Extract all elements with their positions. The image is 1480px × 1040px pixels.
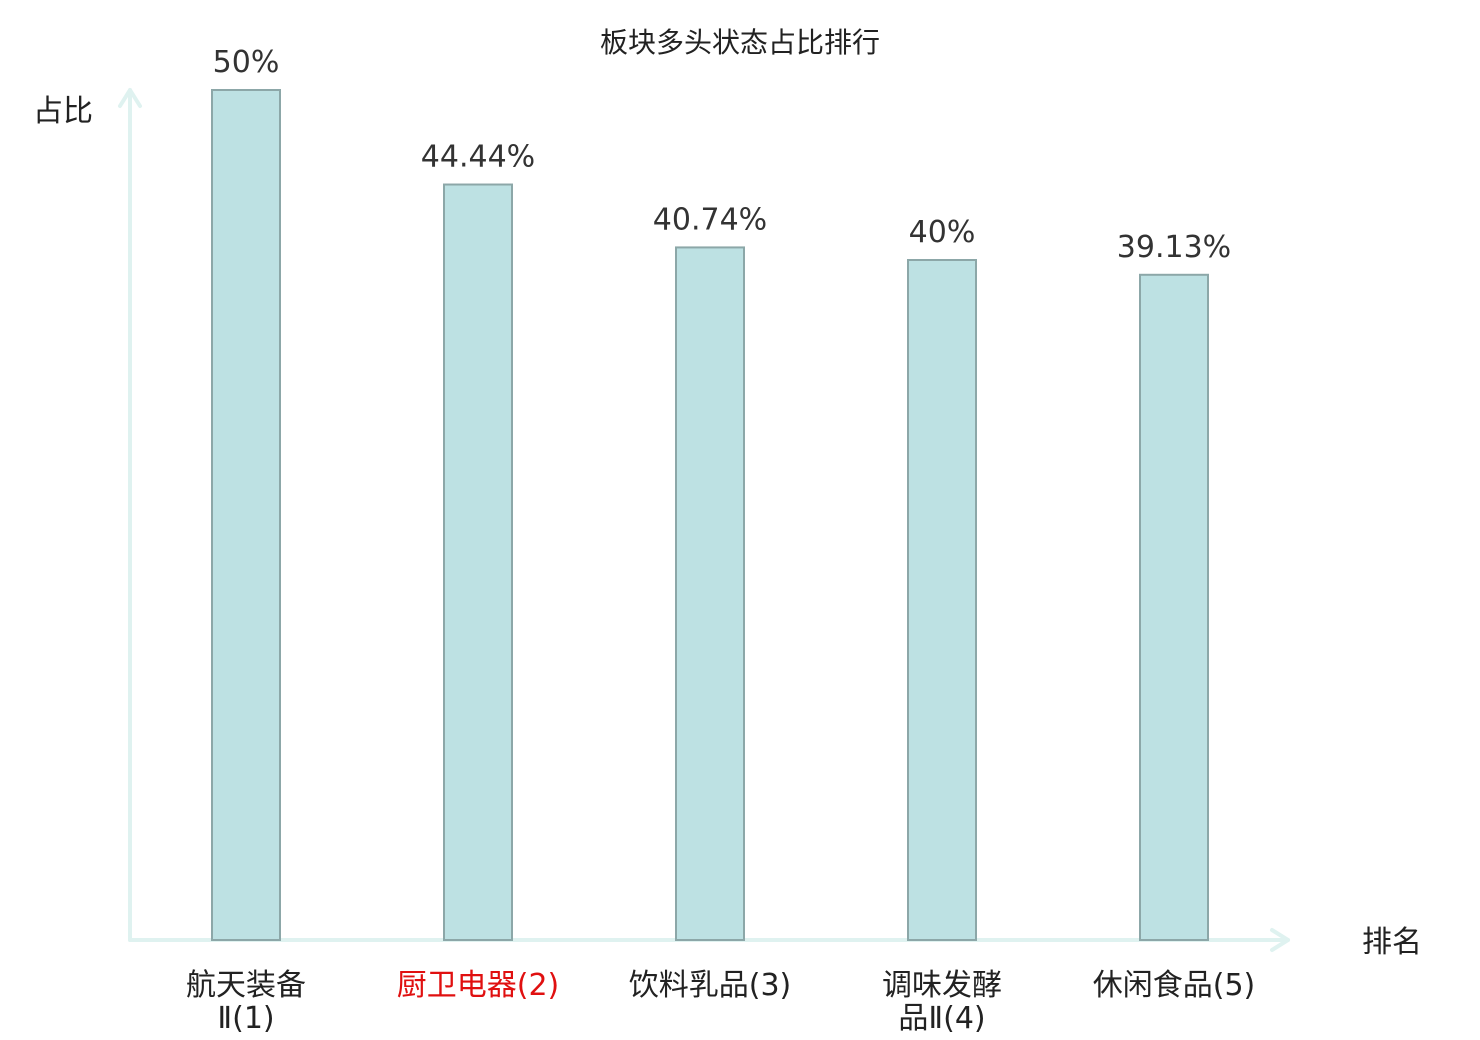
bar-1 <box>211 89 281 941</box>
value-label-3: 40.74% <box>653 202 767 237</box>
value-label-1: 50% <box>213 45 280 80</box>
bar-3 <box>675 246 745 942</box>
bar-2 <box>443 183 513 941</box>
y-axis-title: 占比 <box>33 94 93 129</box>
category-label-4: 调味发酵品Ⅱ(4) <box>882 968 1002 1036</box>
category-label-1: 航天装备 Ⅱ(1) <box>186 968 306 1036</box>
x-axis-title: 排名 <box>1362 925 1422 960</box>
category-labels-group: 航天装备 Ⅱ(1) 厨卫电器(2) 饮料乳品(3) 调味发酵品Ⅱ(4) 休闲食品(5) <box>186 968 1255 1036</box>
bar-5 <box>1139 273 1209 942</box>
value-label-5: 39.13% <box>1117 230 1231 265</box>
chart-title: 板块多头状态占比排行 <box>600 26 880 59</box>
bar-4 <box>907 259 977 941</box>
value-label-2: 44.44% <box>421 140 535 175</box>
value-labels-group: 50% 44.44% 40.74% 40% 39.13% <box>213 45 1232 265</box>
y-axis-arrow <box>118 88 142 108</box>
value-label-4: 40% <box>909 215 976 250</box>
x-axis-arrow <box>1270 928 1290 952</box>
category-label-2: 厨卫电器(2) <box>397 968 560 1003</box>
category-label-3: 饮料乳品(3) <box>629 968 792 1003</box>
bars-group <box>211 89 1209 942</box>
category-label-5: 休闲食品(5) <box>1093 968 1256 1003</box>
